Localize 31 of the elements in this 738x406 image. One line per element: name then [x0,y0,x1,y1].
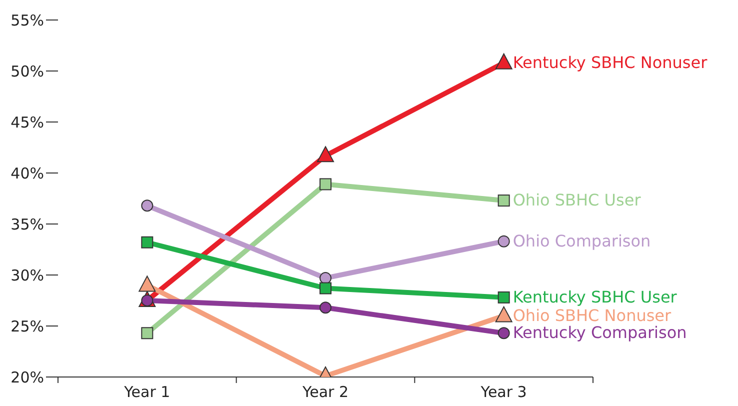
point [320,282,332,294]
x-tick-label: Year 2 [301,383,349,401]
series-label: Kentucky Comparison [512,323,687,342]
point [141,200,154,212]
y-tick-label: 25% [10,317,44,336]
x-tick-label: Year 3 [480,383,527,401]
point [498,194,510,207]
point [320,178,332,190]
point [498,235,510,248]
series-label: Kentucky SBHC User [512,287,678,306]
y-tick-label: 55% [10,11,44,30]
point [138,276,156,292]
point [320,302,332,314]
point [317,146,334,162]
point [495,53,512,70]
series-label: Kentucky SBHC Nonuser [512,52,708,72]
y-tick-label: 30% [10,266,44,284]
y-tick-label: 45% [10,113,44,132]
point [141,327,154,340]
y-tick-label: 40% [10,164,44,182]
series-label: Ohio SBHC User [512,190,642,210]
y-tick-label: 20% [10,368,44,386]
y-tick-label: 35% [10,215,44,234]
y-tick-label: 50% [10,62,44,80]
point [141,236,154,248]
series-label: Ohio SBHC Nonuser [512,306,672,325]
x-tick-label: Year 1 [123,383,170,401]
point [495,306,512,322]
point [498,327,510,340]
point [498,291,510,304]
series-label: Ohio Comparison [512,231,651,250]
